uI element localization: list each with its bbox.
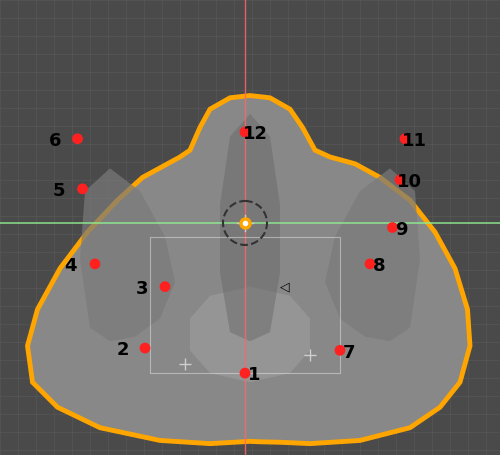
- Text: 4: 4: [64, 257, 76, 275]
- Point: [74, 135, 82, 142]
- Text: ◁: ◁: [280, 280, 290, 293]
- Text: 2: 2: [116, 341, 129, 359]
- Text: 9: 9: [395, 221, 408, 239]
- Point: [241, 128, 249, 136]
- Text: 10: 10: [396, 173, 421, 191]
- Text: 3: 3: [136, 280, 149, 298]
- Polygon shape: [80, 168, 175, 341]
- Polygon shape: [190, 287, 310, 382]
- Text: 6: 6: [49, 132, 61, 150]
- Point: [141, 344, 149, 352]
- Polygon shape: [28, 96, 470, 444]
- Point: [401, 135, 409, 142]
- Text: 5: 5: [52, 182, 65, 200]
- Polygon shape: [220, 114, 280, 341]
- Point: [396, 176, 404, 183]
- Text: 11: 11: [402, 132, 426, 150]
- Text: 12: 12: [242, 125, 268, 143]
- Point: [91, 260, 99, 268]
- Text: 1: 1: [248, 366, 260, 384]
- Point: [336, 347, 344, 354]
- Point: [78, 185, 86, 192]
- Point: [241, 369, 249, 377]
- Point: [366, 260, 374, 268]
- Text: 7: 7: [343, 344, 355, 362]
- Point: [161, 283, 169, 290]
- Polygon shape: [325, 168, 420, 341]
- Text: 8: 8: [372, 257, 386, 275]
- Point: [388, 224, 396, 231]
